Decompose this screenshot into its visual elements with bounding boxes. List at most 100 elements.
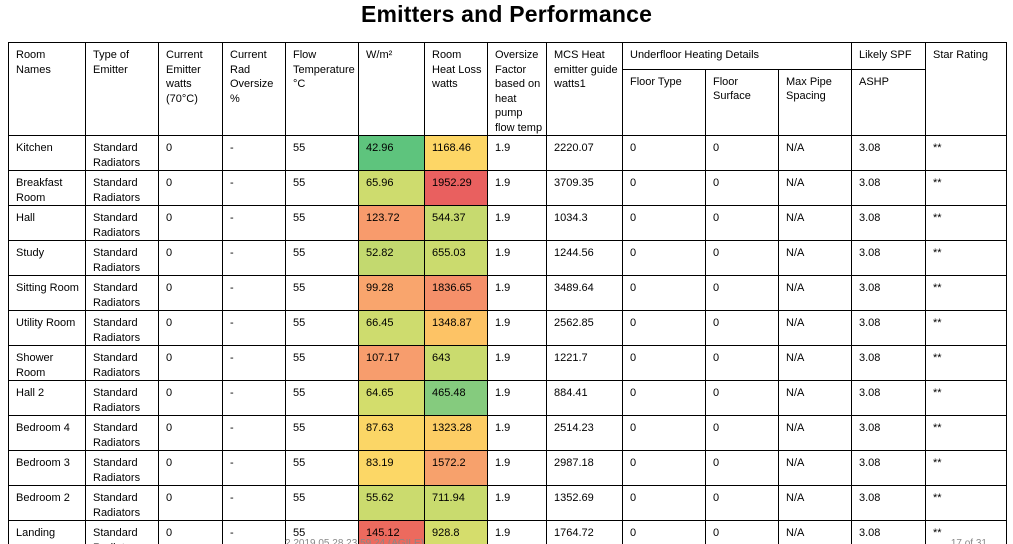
cell-room-name: Utility Room [8,310,86,346]
cell-room-name: Sitting Room [8,275,86,311]
cell-rad-oversize: - [222,135,286,171]
cell-oversize-factor: 1.9 [487,415,547,451]
cell-floor-type: 0 [622,135,706,171]
cell-floor-surface: 0 [705,380,779,416]
cell-floor-type: 0 [622,450,706,486]
table-body: Kitchen Standard Radiators 0-55 42.96 1168.4… [8,135,1007,544]
col-header-current-emitter-watts: Current Emitter watts (70°C) [158,42,223,136]
cell-mcs-watts: 1244.56 [546,240,623,276]
cell-current-watts: 0 [158,520,223,544]
col-header-floor-surface: Floor Surface [705,68,779,137]
cell-room-name: Landing [8,520,86,544]
cell-emitter-type: Standard Radiators [85,275,159,311]
cell-max-pipe-spacing: N/A [778,520,852,544]
cell-current-watts: 0 [158,275,223,311]
cell-max-pipe-spacing: N/A [778,485,852,521]
cell-floor-surface: 0 [705,275,779,311]
cell-star-rating: ** [925,485,1007,521]
cell-current-watts: 0 [158,380,223,416]
cell-max-pipe-spacing: N/A [778,240,852,276]
cell-mcs-watts: 1352.69 [546,485,623,521]
cell-emitter-type: Standard Radiators [85,345,159,381]
cell-oversize-factor: 1.9 [487,450,547,486]
cell-floor-type: 0 [622,415,706,451]
cell-rad-oversize: - [222,380,286,416]
cell-floor-type: 0 [622,205,706,241]
cell-current-watts: 0 [158,310,223,346]
cell-emitter-type: Standard Radiators [85,205,159,241]
cell-floor-type: 0 [622,485,706,521]
cell-heat-loss: 1348.87 [424,310,488,346]
cell-max-pipe-spacing: N/A [778,450,852,486]
cell-flow-temp: 55 [285,485,359,521]
cell-floor-surface: 0 [705,345,779,381]
cell-star-rating: ** [925,450,1007,486]
cell-emitter-type: Standard Radiators [85,310,159,346]
cell-ashp-spf: 3.08 [851,345,926,381]
cell-ashp-spf: 3.08 [851,415,926,451]
cell-emitter-type: Standard Radiators [85,170,159,206]
table-row: Bedroom 3 Standard Radiators 0-55 83.19 1572… [8,450,1007,486]
cell-room-name: Bedroom 2 [8,485,86,521]
cell-star-rating: ** [925,520,1007,544]
cell-ashp-spf: 3.08 [851,205,926,241]
cell-current-watts: 0 [158,415,223,451]
cell-heat-loss: 1168.46 [424,135,488,171]
cell-wm2: 42.96 [358,135,425,171]
cell-emitter-type: Standard Radiators [85,485,159,521]
cell-ashp-spf: 3.08 [851,275,926,311]
cell-mcs-watts: 1034.3 [546,205,623,241]
cell-wm2: 65.96 [358,170,425,206]
table-row: Sitting Room Standard Radiators 0-55 99.28 1… [8,275,1007,311]
cell-floor-surface: 0 [705,240,779,276]
cell-mcs-watts: 2562.85 [546,310,623,346]
col-header-ashp: ASHP [851,68,926,137]
cell-mcs-watts: 2987.18 [546,450,623,486]
cell-floor-surface: 0 [705,520,779,544]
cell-rad-oversize: - [222,415,286,451]
cell-rad-oversize: - [222,170,286,206]
cell-floor-surface: 0 [705,170,779,206]
emitters-table: Room Names Type of Emitter Current Emitt… [8,42,1007,544]
cell-room-name: Kitchen [8,135,86,171]
col-header-floor-type: Floor Type [622,68,706,137]
cell-wm2: 87.63 [358,415,425,451]
col-header-star-rating: Star Rating [925,42,1007,136]
cell-rad-oversize: - [222,310,286,346]
cell-emitter-type: Standard Radiators [85,135,159,171]
cell-emitter-type: Standard Radiators [85,415,159,451]
cell-rad-oversize: - [222,450,286,486]
table-row: Kitchen Standard Radiators 0-55 42.96 1168.4… [8,135,1007,171]
cell-floor-type: 0 [622,520,706,544]
cell-wm2: 55.62 [358,485,425,521]
cell-floor-type: 0 [622,275,706,311]
cell-max-pipe-spacing: N/A [778,345,852,381]
cell-emitter-type: Standard Radiators [85,450,159,486]
col-header-current-rad-oversize: Current Rad Oversize % [222,42,286,136]
cell-mcs-watts: 1221.7 [546,345,623,381]
footer-page-number: 17 of 31 [950,538,987,544]
cell-flow-temp: 55 [285,275,359,311]
cell-oversize-factor: 1.9 [487,135,547,171]
col-header-likely-spf: Likely SPF [851,42,926,70]
cell-floor-surface: 0 [705,415,779,451]
cell-heat-loss: 465.48 [424,380,488,416]
cell-floor-type: 0 [622,170,706,206]
cell-floor-type: 0 [622,310,706,346]
col-header-mcs-heat-emitter: MCS Heat emitter guide watts1 [546,42,623,136]
table-row: Bedroom 4 Standard Radiators 0-55 87.63 1323… [8,415,1007,451]
col-header-wm2: W/m² [358,42,425,136]
cell-oversize-factor: 1.9 [487,345,547,381]
col-header-oversize-factor: Oversize Factor based on heat pump flow … [487,42,547,136]
cell-wm2: 83.19 [358,450,425,486]
cell-heat-loss: 928.8 [424,520,488,544]
footer-version-text: 2.2019.05.28.23.59.24 (AGILE) [285,538,424,544]
cell-emitter-type: Standard Radiators [85,240,159,276]
cell-star-rating: ** [925,310,1007,346]
col-header-room-names: Room Names [8,42,86,136]
cell-room-name: Breakfast Room [8,170,86,206]
cell-room-name: Bedroom 4 [8,415,86,451]
cell-mcs-watts: 3489.64 [546,275,623,311]
cell-ashp-spf: 3.08 [851,170,926,206]
